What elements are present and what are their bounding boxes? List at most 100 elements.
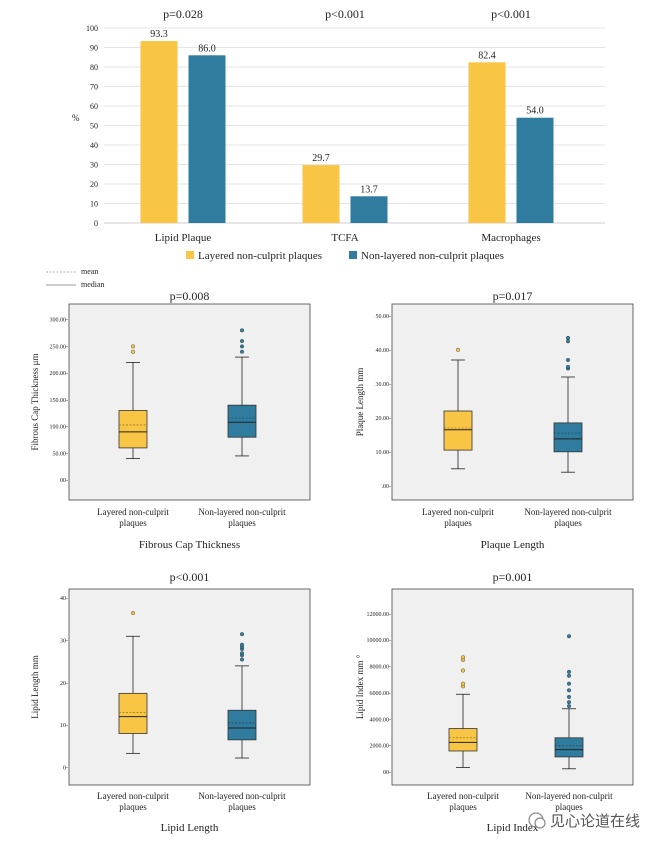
box-p-value: p=0.017	[493, 289, 533, 303]
box-y-tick-label: 200.00-	[50, 371, 69, 377]
bar-layered	[140, 41, 178, 223]
box-outlier-point	[239, 657, 244, 662]
box-category-label-line2: plaques	[119, 518, 147, 528]
boxplot-lipid-index: p=0.001 00- 2000.00- 4000.00- 6000.00- 8000.0…	[355, 570, 634, 834]
box-outlier-point	[239, 651, 244, 656]
bar-p-value: p<0.001	[491, 7, 531, 21]
legend-swatch-nonlayered	[349, 251, 357, 259]
box-y-axis-label: Fibrous Cap Thickness μm	[30, 354, 40, 451]
legend-swatch-layered	[186, 251, 194, 259]
box-category-label-line1: Layered non-culprit	[97, 791, 169, 801]
box-outlier-point	[461, 681, 466, 686]
bar-chart-p-values: p=0.028 p<0.001 p<0.001	[163, 7, 531, 21]
box-y-tick-label: 100.00-	[50, 425, 69, 431]
box-outlier-point	[130, 611, 135, 616]
bar-y-tick-label: 40	[90, 141, 98, 150]
bar-p-value: p<0.001	[325, 7, 365, 21]
box-outlier-point	[566, 364, 571, 369]
box-category-label-line2: plaques	[228, 802, 256, 812]
box-chart-title: Lipid Length	[161, 822, 219, 834]
box-y-tick-label: 8000.00-	[370, 665, 392, 671]
box-category-label-line2: plaques	[554, 518, 582, 528]
watermark: 见心论道在线	[528, 812, 640, 830]
box-panel	[391, 303, 634, 501]
box-iqr	[554, 737, 584, 758]
box-outlier-point	[566, 358, 571, 363]
box-outlier-point	[567, 669, 572, 674]
box-category-label-line1: Non-layered non-culprit	[524, 507, 612, 517]
box-outlier-point	[456, 347, 461, 352]
box-outlier-point	[239, 349, 244, 354]
bar-y-tick-label: 50	[90, 122, 98, 131]
box-p-value: p<0.001	[170, 570, 210, 584]
box-category-label-line1: Layered non-culprit	[97, 507, 169, 517]
box-outlier-point	[239, 642, 244, 647]
box-iqr	[553, 422, 583, 453]
box-outlier-point	[567, 704, 572, 709]
box-y-tick-label: 300.00-	[50, 318, 69, 324]
box-outlier-point	[239, 632, 244, 637]
box-iqr	[448, 728, 478, 752]
bar-nonlayered	[350, 196, 388, 223]
bar-chart: 0 10 20 30 40 50 60 70 80 90 100 % 93.3 86.0 29.7 13.…	[72, 7, 605, 262]
bar-p-value: p=0.028	[163, 7, 203, 21]
box-category-label-line2: plaques	[449, 802, 477, 812]
box-chart-title: Lipid Index	[487, 822, 539, 834]
box-category-label-line2: plaques	[119, 802, 147, 812]
bar-layered	[302, 165, 340, 223]
boxplot-fibrous-cap-thickness: p=0.008 00- 50.00- 100.00- 150.00- 200.00- 250…	[30, 289, 311, 551]
box-panel	[68, 303, 311, 501]
bar-chart-gridlines	[104, 27, 605, 224]
box-y-tick-label: 50.00-	[53, 451, 69, 457]
box-outlier-point	[239, 328, 244, 333]
bar-y-tick-label: 70	[90, 83, 98, 92]
box-y-axis-label: Lipid Length mm	[30, 655, 40, 719]
box-iqr	[118, 692, 148, 734]
bar-y-tick-label: 20	[90, 180, 98, 189]
box-y-tick-label: 4000.00-	[370, 717, 392, 723]
box-y-tick-label: 10000.00-	[367, 638, 392, 644]
bar-value-label: 29.7	[312, 153, 330, 164]
box-outlier-point	[566, 335, 571, 340]
bar-chart-legend: Layered non-culprit plaques Non-layered …	[186, 250, 504, 262]
bar-nonlayered	[188, 55, 226, 223]
box-iqr	[443, 410, 473, 451]
box-y-axis-label: Plaque Length mm	[355, 368, 365, 437]
box-outlier-point	[567, 700, 572, 705]
box-category-label-line1: Non-layered non-culprit	[198, 507, 286, 517]
box-iqr	[118, 410, 148, 449]
box-y-tick-label: 10.00-	[376, 450, 392, 456]
box-p-value: p=0.001	[493, 570, 533, 584]
box-y-tick-label: 12000.00-	[367, 612, 392, 618]
boxplot-plaque-length: p=0.017 .00- 10.00- 20.00- 30.00- 40.00- 50.00…	[355, 289, 634, 551]
bar-chart-value-labels: 93.3 86.0 29.7 13.7 82.4 54.0	[150, 29, 544, 195]
bar-nonlayered	[516, 117, 554, 223]
box-outlier-point	[239, 339, 244, 344]
box-outlier-point	[130, 344, 135, 349]
mean-legend-label: mean	[81, 267, 98, 276]
bar-y-tick-label: 80	[90, 63, 98, 72]
box-y-tick-label: 50.00-	[376, 314, 392, 320]
bar-value-label: 93.3	[150, 29, 168, 40]
box-category-label-line2: plaques	[555, 802, 583, 812]
bar-chart-bars	[140, 41, 554, 223]
bar-category-label: TCFA	[331, 232, 358, 244]
bar-y-tick-label: 0	[94, 219, 98, 228]
box-category-label-line2: plaques	[228, 518, 256, 528]
box-outlier-point	[567, 694, 572, 699]
bar-value-label: 82.4	[478, 50, 496, 61]
box-y-tick-label: 40.00-	[376, 348, 392, 354]
bar-value-label: 86.0	[198, 43, 216, 54]
bar-category-label: Macrophages	[481, 232, 540, 244]
box-iqr	[227, 709, 257, 741]
box-category-label-line1: Layered non-culprit	[422, 507, 494, 517]
box-y-tick-label: 30-	[60, 639, 68, 645]
box-outlier-point	[567, 673, 572, 678]
box-y-tick-label: 150.00-	[50, 398, 69, 404]
bar-layered	[468, 62, 506, 223]
box-y-tick-label: 2000.00-	[370, 744, 392, 750]
legend-label-layered: Layered non-culprit plaques	[198, 250, 322, 262]
bar-y-tick-label: 30	[90, 161, 98, 170]
box-y-tick-label: 00-	[383, 770, 391, 776]
box-outlier-point	[566, 339, 571, 344]
